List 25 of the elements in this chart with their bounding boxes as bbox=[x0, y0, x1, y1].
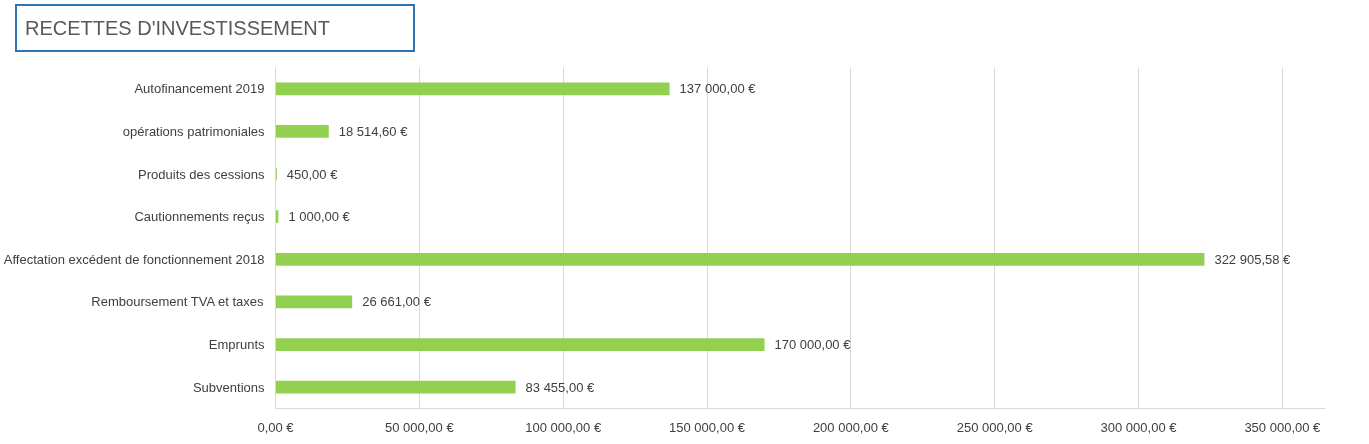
data-label: 450,00 € bbox=[286, 166, 339, 182]
x-tick-label: 300 000,00 € bbox=[1100, 419, 1178, 435]
x-tick-label: 200 000,00 € bbox=[812, 419, 890, 435]
x-tick-label: 250 000,00 € bbox=[956, 419, 1034, 435]
y-tick-label: Cautionnements reçus bbox=[134, 209, 265, 225]
y-tick-label: Autofinancement 2019 bbox=[134, 81, 265, 97]
data-label: 170 000,00 € bbox=[774, 337, 852, 353]
data-label: 26 661,00 € bbox=[362, 294, 432, 310]
y-tick-label: Remboursement TVA et taxes bbox=[91, 294, 265, 310]
data-label: 322 905,58 € bbox=[1214, 251, 1292, 267]
y-tick-label: Produits des cessions bbox=[138, 166, 265, 182]
data-label: 137 000,00 € bbox=[679, 81, 757, 97]
data-label: 18 514,60 € bbox=[338, 123, 409, 139]
y-tick-label: Affectation excédent de fonctionnement 2018 bbox=[3, 251, 265, 267]
chart-title: RECETTES D'INVESTISSEMENT bbox=[25, 16, 330, 41]
y-tick-label: Subventions bbox=[192, 379, 265, 395]
x-tick-label: 150 000,00 € bbox=[669, 419, 746, 435]
x-tick-label: 350 000,00 € bbox=[1244, 419, 1322, 435]
x-tick-label: 0,00 € bbox=[257, 419, 295, 435]
x-tick-label: 50 000,00 € bbox=[385, 419, 455, 435]
y-tick-label: opérations patrimoniales bbox=[122, 123, 265, 139]
data-label: 1 000,00 € bbox=[288, 209, 351, 225]
y-tick-label: Emprunts bbox=[208, 337, 265, 353]
data-label: 83 455,00 € bbox=[525, 379, 596, 395]
x-tick-label: 100 000,00 € bbox=[525, 419, 602, 435]
